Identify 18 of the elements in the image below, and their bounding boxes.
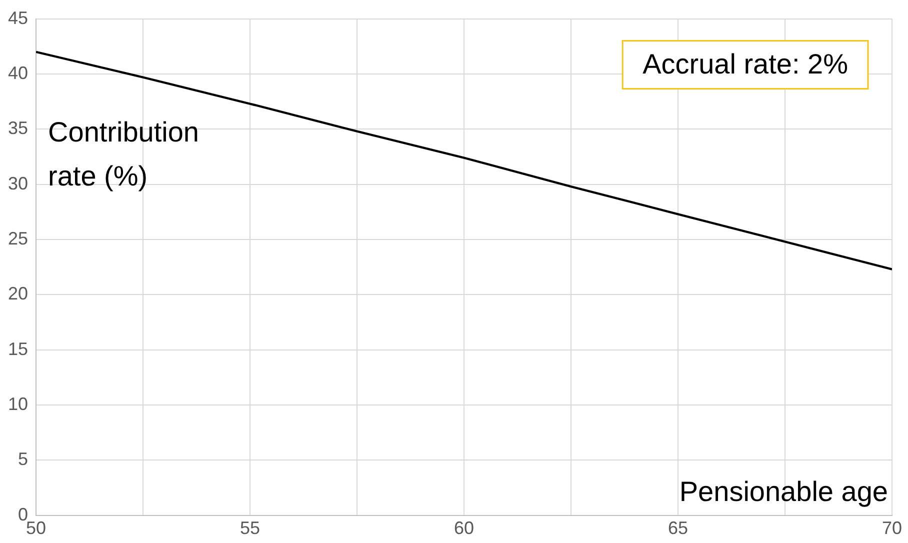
y-tick-label: 0 [18, 504, 28, 524]
x-axis-title: Pensionable age [679, 476, 888, 508]
x-tick-label: 65 [668, 518, 688, 538]
y-tick-label: 10 [8, 394, 28, 414]
y-tick-label: 40 [8, 62, 28, 83]
y-tick-label: 20 [8, 284, 28, 304]
y-tick-label: 35 [8, 118, 28, 138]
y-tick-label: 30 [8, 173, 28, 194]
y-tick-label: 15 [8, 338, 28, 359]
x-tick-label: 50 [26, 518, 46, 538]
y-tick-label: 5 [18, 449, 28, 470]
y-tick-label: 45 [8, 8, 28, 28]
x-tick-label: 55 [240, 518, 260, 538]
y-axis-title: Contribution rate (%) [48, 116, 200, 192]
y-tick-label: 25 [8, 228, 28, 248]
x-tick-label: 70 [882, 518, 902, 538]
annotation: Accrual rate: 2% [642, 48, 848, 80]
x-tick-label: 60 [454, 518, 474, 538]
